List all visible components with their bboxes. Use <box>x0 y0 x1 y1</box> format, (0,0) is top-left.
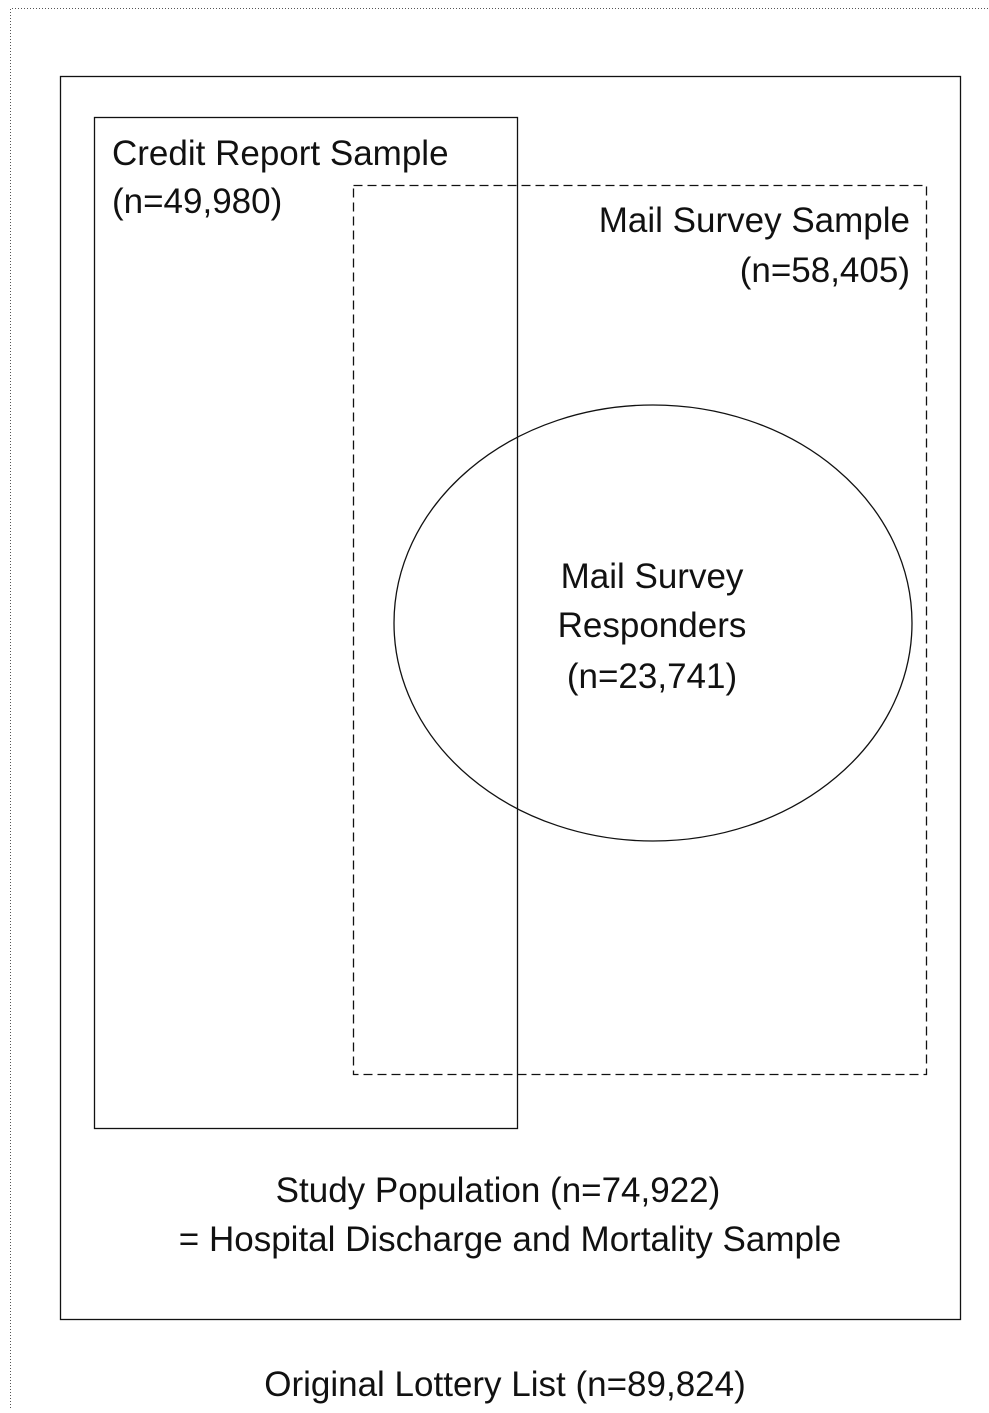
credit-report-label: Credit Report Sample <box>112 134 449 173</box>
mail-survey-sample-label: Mail Survey Sample <box>599 201 910 240</box>
credit-report-count: (n=49,980) <box>112 182 282 221</box>
study-population-note: = Hospital Discharge and Mortality Sampl… <box>179 1220 841 1259</box>
responders-label: Mail Survey <box>561 557 744 596</box>
responders-label: Responders <box>558 606 747 645</box>
mail-survey-sample-count: (n=58,405) <box>740 251 910 290</box>
responders-count: (n=23,741) <box>567 657 737 696</box>
lottery-list-label: Original Lottery List (n=89,824) <box>264 1365 746 1404</box>
credit-report-box <box>95 118 518 1129</box>
study-population-label: Study Population (n=74,922) <box>276 1171 721 1210</box>
